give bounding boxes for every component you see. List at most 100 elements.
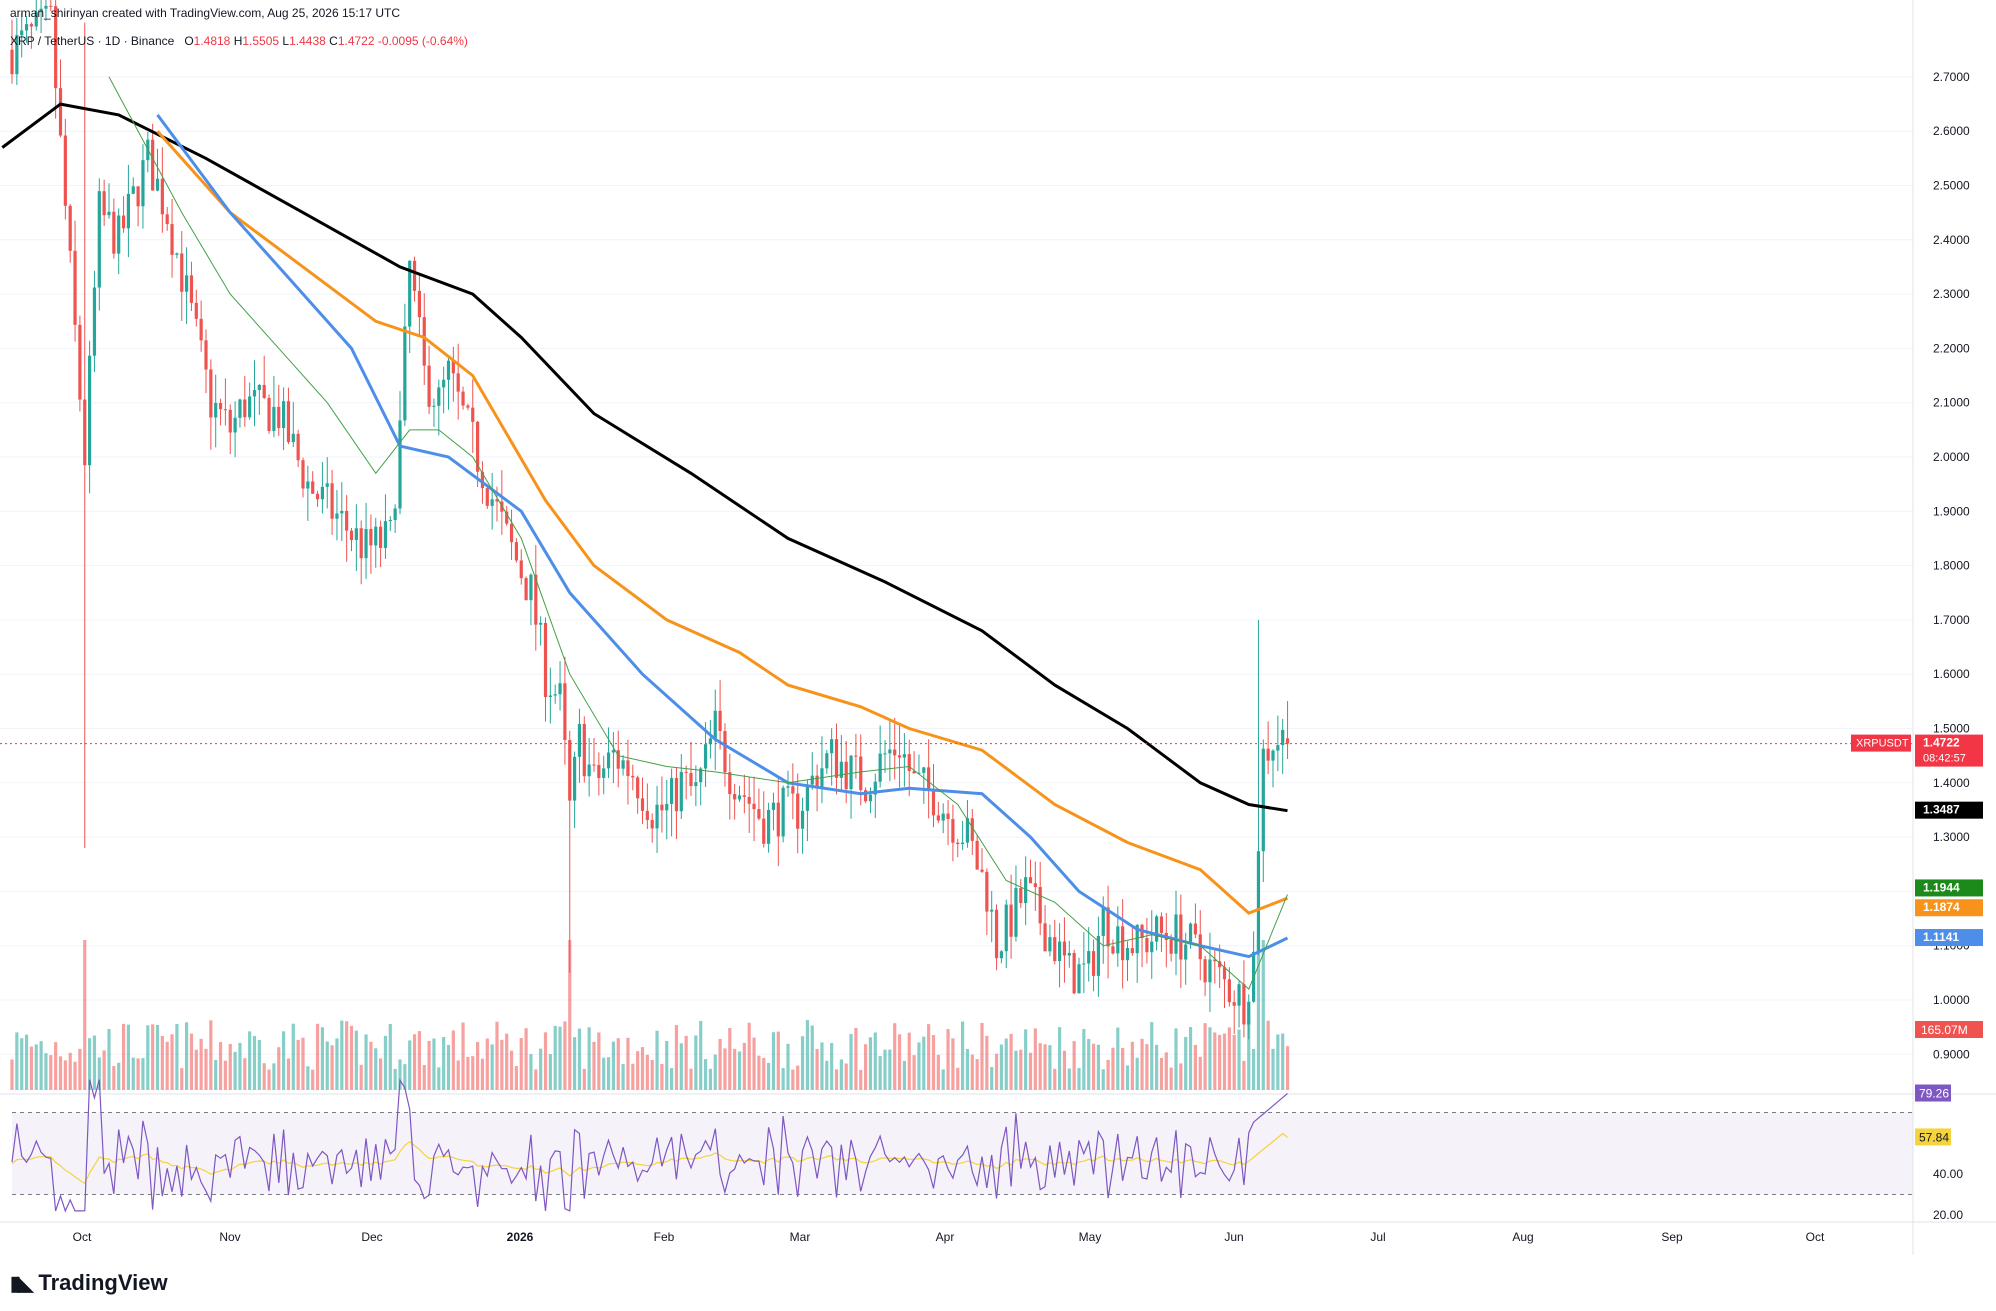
volume-bar bbox=[272, 1063, 276, 1090]
volume-bar bbox=[699, 1020, 703, 1090]
candle-body bbox=[810, 775, 814, 785]
price-tick-label: 1.5000 bbox=[1933, 722, 1970, 736]
candle-body bbox=[825, 753, 829, 769]
volume-bar bbox=[1266, 1020, 1270, 1090]
candle-body bbox=[15, 35, 19, 75]
candle-body bbox=[1213, 959, 1217, 962]
volume-bar bbox=[670, 1068, 674, 1090]
price-grid bbox=[0, 76, 1913, 1055]
volume-bar bbox=[379, 1058, 383, 1090]
time-axis[interactable]: Oct Nov Dec 2026 Feb Mar Apr May Jun Jul Aug Sep Oct bbox=[0, 1221, 1996, 1244]
volume-bar bbox=[703, 1059, 708, 1090]
candle-body bbox=[1111, 946, 1115, 954]
volume-bar bbox=[83, 940, 87, 1090]
candle-body bbox=[296, 433, 300, 461]
candle-body bbox=[403, 326, 407, 421]
candle-body bbox=[1208, 959, 1212, 983]
symbol-name[interactable]: XRP / TetherUS · 1D · Binance bbox=[10, 34, 175, 48]
candle-body bbox=[728, 772, 732, 795]
volume-bar bbox=[437, 1067, 441, 1090]
candle-body bbox=[1058, 941, 1062, 962]
candle-body bbox=[218, 403, 223, 410]
candle-body bbox=[781, 787, 785, 837]
volume-bar bbox=[417, 1031, 421, 1090]
price-tick-label: 2.6000 bbox=[1933, 124, 1970, 138]
volume-bar bbox=[1145, 1044, 1149, 1090]
candle-body bbox=[1276, 745, 1280, 751]
price-tick-label: 2.2000 bbox=[1933, 341, 1970, 355]
candle-body bbox=[1096, 935, 1100, 976]
time-tick-label: Aug bbox=[1512, 1230, 1533, 1244]
volume-bar bbox=[1096, 1044, 1100, 1090]
candle-body bbox=[24, 24, 29, 31]
candle-body bbox=[917, 772, 921, 774]
volume-bar bbox=[1130, 1041, 1134, 1090]
volume-bar bbox=[543, 1032, 548, 1090]
candle-body bbox=[286, 401, 291, 443]
candle-body bbox=[1043, 923, 1047, 952]
volume-bar bbox=[970, 1054, 974, 1090]
candle-body bbox=[563, 683, 567, 741]
volume-bar bbox=[1140, 1038, 1144, 1090]
time-tick-label: Jul bbox=[1370, 1230, 1385, 1244]
moving-average-line bbox=[108, 76, 1288, 990]
candle-body bbox=[374, 526, 378, 546]
volume-bar bbox=[243, 1058, 247, 1090]
open-label: O bbox=[184, 34, 194, 48]
symbol-legend: XRP / TetherUS · 1D · Binance O1.4818 H1… bbox=[10, 34, 468, 48]
volume-bar bbox=[383, 1035, 388, 1090]
volume-bar bbox=[723, 1048, 727, 1090]
candle-body bbox=[291, 433, 295, 443]
volume-bar bbox=[655, 1030, 659, 1090]
candle-body bbox=[529, 574, 533, 601]
volume-bar bbox=[398, 1059, 402, 1090]
candle-body bbox=[199, 318, 203, 341]
volume-bar bbox=[509, 1050, 514, 1090]
volume-bar bbox=[335, 1038, 339, 1090]
price-tag bbox=[1915, 734, 1983, 767]
time-tick-label: Mar bbox=[790, 1230, 811, 1244]
volume-bar bbox=[97, 1057, 101, 1090]
volume-bar bbox=[713, 1054, 717, 1090]
volume-bar bbox=[146, 1025, 150, 1090]
time-tick-label: Dec bbox=[361, 1230, 382, 1244]
volume-bar bbox=[408, 1040, 412, 1090]
price-tag-value: 1.4722 bbox=[1923, 736, 1960, 750]
candle-body bbox=[78, 324, 82, 400]
candle-body bbox=[878, 753, 882, 782]
candle-body bbox=[985, 871, 989, 912]
volume-bar bbox=[951, 1038, 955, 1090]
close-label: C bbox=[329, 34, 338, 48]
candle-body bbox=[1116, 926, 1120, 954]
time-tick-label: Oct bbox=[73, 1230, 92, 1244]
volume-bar bbox=[694, 1035, 698, 1090]
volume-bar bbox=[519, 1038, 523, 1090]
price-tick-label: 1.8000 bbox=[1933, 559, 1970, 573]
candle-body bbox=[684, 771, 688, 773]
close-value: 1.4722 bbox=[337, 34, 375, 48]
candle-body bbox=[1242, 984, 1246, 1025]
volume-bar bbox=[1091, 1043, 1096, 1090]
candle-body bbox=[442, 379, 446, 388]
open-value: 1.4818 bbox=[193, 34, 231, 48]
rsi-tick-label: 40.00 bbox=[1933, 1167, 1963, 1181]
volume-bar bbox=[490, 1044, 494, 1090]
candle-body bbox=[49, 5, 53, 7]
candle-body bbox=[679, 771, 683, 812]
candle-body bbox=[708, 738, 712, 745]
candle-body bbox=[626, 760, 630, 777]
candle-body bbox=[548, 695, 552, 698]
candle-body bbox=[165, 214, 169, 225]
candle-body bbox=[650, 820, 654, 829]
price-axis[interactable]: 0.90001.00001.10001.20001.30001.40001.50… bbox=[1912, 0, 1970, 1255]
price-tag-countdown: 08:42:57 bbox=[1923, 753, 1966, 765]
volume-bar bbox=[927, 1024, 931, 1090]
candle-body bbox=[592, 764, 596, 766]
volume-bar bbox=[582, 1068, 586, 1090]
volume-bar bbox=[432, 1038, 436, 1090]
candle-body bbox=[742, 795, 746, 797]
tradingview-logo[interactable]: ▮◣ TradingView bbox=[10, 1270, 168, 1296]
candle-body bbox=[388, 520, 392, 522]
candle-body bbox=[611, 750, 615, 753]
